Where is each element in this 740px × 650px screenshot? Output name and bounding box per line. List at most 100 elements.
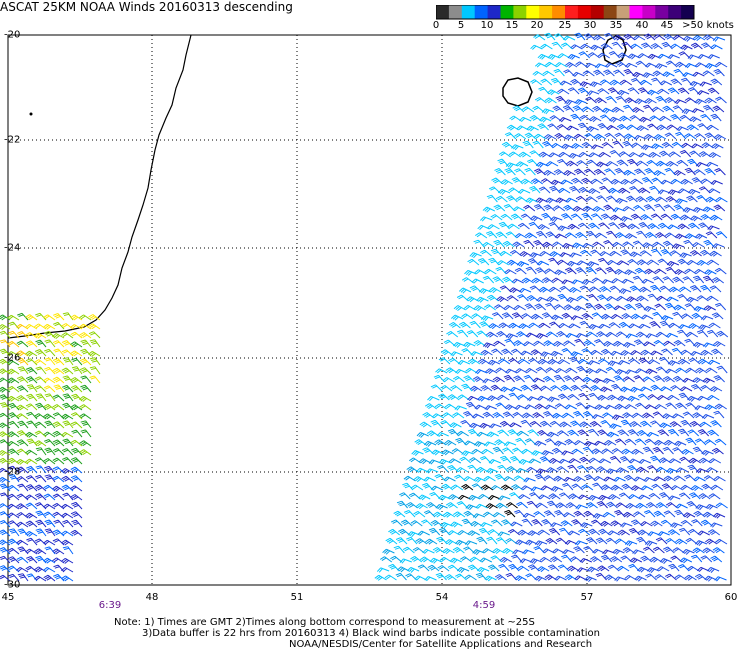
wind-barb bbox=[61, 323, 74, 330]
wind-barb bbox=[504, 404, 517, 411]
wind-barb bbox=[25, 475, 38, 483]
wind-barb bbox=[609, 455, 622, 464]
wind-barb bbox=[556, 466, 569, 473]
wind-barb bbox=[529, 285, 542, 293]
wind-barb bbox=[686, 124, 699, 131]
colorbar-swatch bbox=[552, 5, 566, 19]
wind-barb bbox=[690, 215, 703, 222]
wind-barb bbox=[624, 540, 638, 547]
colorbar-swatch bbox=[539, 5, 553, 19]
wind-barb bbox=[0, 386, 11, 393]
wind-barb bbox=[25, 458, 38, 465]
wind-barb bbox=[468, 358, 481, 365]
wind-barb bbox=[637, 393, 650, 401]
wind-barb bbox=[71, 366, 83, 375]
wind-barb bbox=[701, 414, 715, 420]
wind-barb bbox=[698, 358, 711, 365]
wind-barb bbox=[625, 333, 638, 339]
wind-barb bbox=[616, 331, 629, 338]
wind-barb bbox=[579, 320, 591, 329]
wind-barb bbox=[496, 330, 509, 338]
wind-barb bbox=[468, 494, 481, 501]
wind-barb bbox=[16, 340, 29, 348]
wind-barb bbox=[520, 350, 533, 356]
wind-barb bbox=[606, 195, 618, 203]
wind-barb bbox=[566, 260, 580, 267]
wind-barb bbox=[707, 225, 720, 231]
wind-barb bbox=[586, 230, 598, 239]
wind-barb bbox=[601, 313, 614, 320]
wind-barb bbox=[665, 60, 678, 68]
wind-barb bbox=[16, 521, 29, 528]
wind-barb bbox=[652, 311, 664, 320]
wind-barb bbox=[504, 167, 516, 176]
wind-barb bbox=[548, 493, 561, 500]
wind-barb bbox=[43, 403, 56, 411]
wind-barb bbox=[62, 402, 74, 411]
wind-barb bbox=[452, 412, 465, 419]
wind-barb bbox=[662, 276, 675, 284]
wind-barb bbox=[467, 564, 480, 572]
wind-barb bbox=[567, 565, 580, 572]
wind-barb bbox=[434, 439, 447, 446]
wind-barb bbox=[44, 546, 56, 555]
wind-barb bbox=[430, 519, 443, 527]
wind-barb bbox=[534, 133, 547, 140]
wind-barb bbox=[675, 61, 688, 68]
wind-barb bbox=[508, 287, 522, 294]
wind-barb bbox=[694, 438, 707, 446]
wind-barb bbox=[537, 53, 550, 60]
wind-barb bbox=[650, 43, 663, 50]
wind-barb bbox=[637, 529, 650, 536]
wind-barb bbox=[374, 574, 387, 581]
wind-barb bbox=[670, 385, 683, 392]
wind-barb bbox=[61, 367, 74, 375]
wind-barb bbox=[634, 575, 647, 582]
wind-barb bbox=[647, 465, 659, 473]
colorbar-swatch bbox=[565, 5, 579, 19]
wind-barb bbox=[451, 484, 464, 491]
wind-barb bbox=[395, 537, 408, 545]
wind-barb bbox=[477, 224, 490, 230]
wind-barb bbox=[34, 323, 47, 330]
wind-barb bbox=[26, 573, 38, 582]
wind-barb bbox=[585, 196, 598, 203]
wind-barb bbox=[436, 536, 448, 545]
wind-barb bbox=[561, 279, 574, 285]
wind-barb bbox=[664, 302, 677, 311]
wind-barb bbox=[17, 483, 29, 492]
wind-barb bbox=[34, 548, 47, 555]
wind-barb bbox=[694, 133, 707, 140]
wind-barb bbox=[520, 419, 532, 428]
wind-barb bbox=[555, 537, 568, 545]
wind-barb bbox=[594, 303, 607, 311]
wind-barb bbox=[618, 492, 631, 500]
wind-barb bbox=[16, 430, 29, 438]
wind-barb bbox=[0, 511, 11, 519]
lon-label: 57 bbox=[580, 592, 594, 603]
wind-barb bbox=[475, 232, 488, 239]
wind-barb bbox=[518, 494, 531, 500]
wind-barb bbox=[482, 206, 496, 213]
wind-barb bbox=[53, 564, 65, 573]
wind-barb bbox=[636, 566, 650, 573]
wind-barb bbox=[539, 456, 552, 464]
wind-barb bbox=[704, 168, 716, 176]
wind-barb bbox=[43, 493, 56, 501]
wind-barb bbox=[678, 492, 691, 500]
wind-barb bbox=[25, 502, 38, 510]
wind-barb bbox=[560, 179, 573, 185]
wind-barb bbox=[694, 573, 707, 581]
wind-barb bbox=[471, 413, 485, 419]
wind-barb bbox=[555, 95, 567, 104]
wind-barb bbox=[632, 549, 645, 555]
lat-label: -26 bbox=[4, 352, 21, 364]
wind-barb bbox=[0, 529, 11, 537]
wind-barb bbox=[540, 485, 554, 491]
wind-barb bbox=[521, 277, 534, 284]
wind-barb bbox=[623, 342, 636, 348]
wind-barb bbox=[436, 431, 449, 438]
wind-barb bbox=[435, 504, 448, 511]
wind-barb bbox=[483, 441, 497, 447]
wind-barb bbox=[624, 404, 637, 410]
